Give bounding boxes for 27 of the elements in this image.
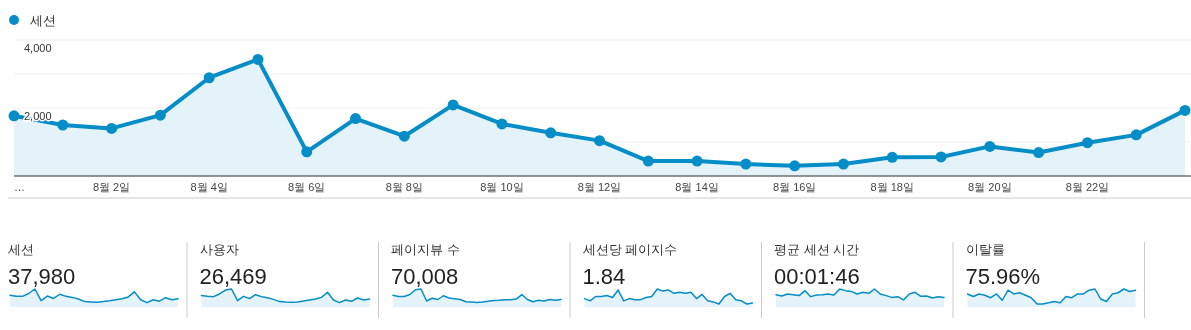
x-tick-label: 8월 10일	[480, 181, 524, 193]
x-tick-label: 8월 12일	[577, 181, 622, 193]
y-tick-label: 2,000	[24, 110, 52, 122]
x-tick-label: 8월 14일	[675, 181, 719, 193]
chart-title: 세션당 페이지수	[582, 242, 678, 257]
chart-title: 세션	[8, 242, 34, 257]
chart-subtitle: 00:01:46	[774, 264, 860, 289]
chart-title: 사용자	[199, 242, 239, 257]
chart-subtitle: 26,469	[199, 264, 267, 289]
x-tick-label: 8월 4일	[190, 181, 228, 193]
x-tick-label: 8월 6일	[288, 181, 326, 193]
chart-title: 이탈률	[965, 242, 1005, 257]
x-tick-label: 8월 8일	[385, 181, 423, 193]
x-tick-label: 8월 16일	[772, 181, 817, 193]
chart-title: 페이지뷰 수	[391, 242, 460, 257]
y-tick-label: 4,000	[24, 42, 52, 54]
legend-label: 세션	[30, 13, 56, 28]
chart-subtitle: 70,008	[391, 264, 459, 289]
x-tick-label: 8월 20일	[968, 181, 1012, 193]
x-tick-label: 8월 18일	[870, 181, 914, 193]
chart-title: 평균 세션 시간	[774, 242, 860, 257]
x-tick-label: …	[14, 181, 25, 193]
chart-subtitle: 1.84	[582, 264, 626, 289]
chart-subtitle: 75.96%	[965, 264, 1041, 289]
x-tick-label: 8월 22일	[1065, 181, 1110, 193]
x-tick-label: 8월 2일	[92, 181, 131, 193]
chart-subtitle: 37,980	[8, 264, 76, 289]
